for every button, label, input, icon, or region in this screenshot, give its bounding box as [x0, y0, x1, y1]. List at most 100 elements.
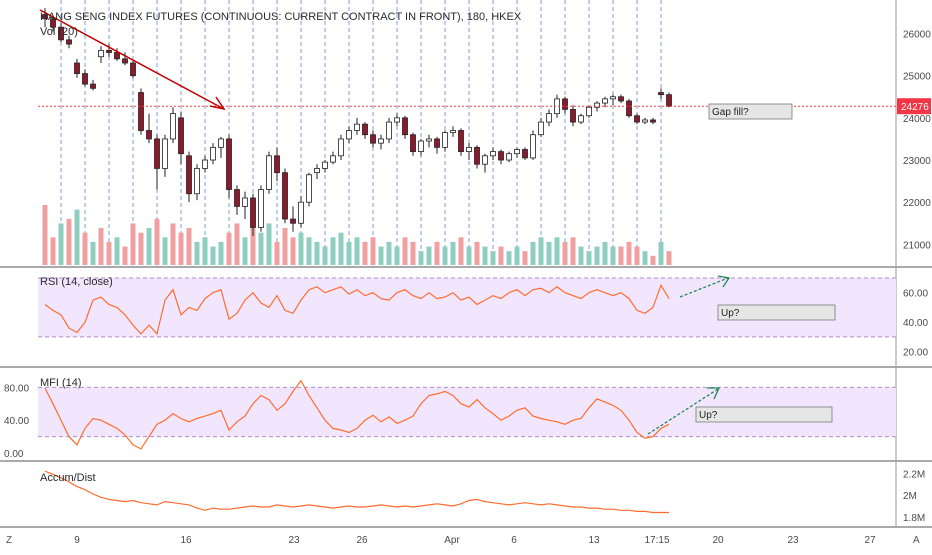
rsi-uptrend-arrow[interactable] — [679, 275, 731, 298]
candle-body — [546, 113, 552, 123]
volume-bar — [370, 237, 376, 265]
volume-bar — [410, 241, 416, 265]
candle-body — [130, 62, 136, 77]
candle-body — [602, 98, 608, 104]
candle-body — [442, 132, 448, 148]
volume-bar — [362, 241, 368, 265]
volume-bar — [602, 241, 608, 265]
gap-fill-note-box[interactable] — [708, 103, 793, 120]
volume-bar — [306, 237, 312, 265]
volume-bar — [554, 237, 560, 265]
x-tick-label: 26 — [356, 535, 368, 546]
x-tick-label: 20 — [712, 535, 724, 546]
volume-bar — [66, 218, 72, 265]
volume-bar — [226, 232, 232, 265]
volume-bar — [138, 232, 144, 265]
volume-bar — [42, 205, 48, 265]
volume-bar — [322, 246, 328, 265]
volume-bar — [506, 251, 512, 265]
candle-body — [338, 138, 344, 157]
price-tick-label: 22000 — [903, 198, 931, 209]
candle-body — [458, 130, 464, 152]
x-tick-label: 27 — [864, 535, 876, 546]
volume-bar — [170, 223, 176, 265]
candle-body — [610, 96, 616, 100]
candle-body — [186, 155, 192, 195]
candle-body — [426, 138, 432, 142]
volume-bar — [434, 241, 440, 265]
volume-bar — [426, 246, 432, 265]
volume-bar — [266, 223, 272, 265]
downtrend-arrowhead — [209, 96, 226, 111]
candle-body — [266, 155, 272, 190]
mfi-uptrend-arrow[interactable] — [647, 387, 721, 435]
volume-bar — [274, 241, 280, 265]
candle-body — [170, 113, 176, 140]
candle-body — [482, 155, 488, 165]
ad-tick-label: 2M — [903, 491, 917, 502]
volume-bar — [618, 246, 624, 265]
mfi-tick-label: 80.00 — [4, 383, 29, 394]
candle-body — [562, 98, 568, 110]
rsi-tick-label: 40.00 — [903, 318, 928, 329]
candle-body — [490, 151, 496, 157]
volume-bar — [282, 228, 288, 265]
x-tick-label: 6 — [511, 535, 517, 546]
price-tick-label: 25000 — [903, 72, 931, 83]
volume-bar — [466, 246, 472, 265]
candle-body — [330, 155, 336, 163]
rsi-line — [44, 283, 670, 336]
volume-bar — [594, 246, 600, 265]
bottom-left-label[interactable]: Z — [6, 535, 12, 546]
candle-body — [210, 146, 216, 161]
candle-body — [394, 117, 400, 123]
volume-bar — [586, 251, 592, 265]
volume-bar — [210, 246, 216, 265]
candle-body — [82, 73, 88, 85]
last-price-label: 24276 — [901, 102, 929, 113]
mfi-up-note-box[interactable] — [695, 406, 833, 423]
volume-bar — [578, 246, 584, 265]
volume-bar — [290, 237, 296, 265]
rsi-arrowhead — [717, 275, 731, 288]
downtrend-arrow[interactable] — [39, 9, 226, 111]
candle-body — [658, 92, 664, 96]
mfi-tick-label: 0.00 — [4, 449, 24, 460]
volume-bar — [298, 232, 304, 265]
bottom-right-label[interactable]: A — [913, 535, 920, 546]
candle-body — [98, 49, 104, 58]
rsi-up-note-box[interactable] — [717, 304, 836, 321]
volume-bar — [458, 237, 464, 265]
candle-body — [386, 121, 392, 140]
volume-bar — [658, 241, 664, 265]
rsi-tick-label: 20.00 — [903, 348, 928, 359]
candle-body — [498, 151, 504, 161]
volume-bar — [450, 241, 456, 265]
candle-body — [298, 201, 304, 224]
volume-bar — [178, 232, 184, 265]
candle-body — [138, 92, 144, 131]
price-tick-label: 24000 — [903, 114, 931, 125]
candle-body — [50, 18, 56, 28]
candle-body — [402, 117, 408, 136]
x-tick-label: 17:15 — [644, 535, 669, 546]
volume-bar — [202, 237, 208, 265]
volume-bar — [314, 241, 320, 265]
volume-label: Vol (20) — [40, 26, 78, 38]
candle-body — [146, 130, 152, 140]
rsi-title: RSI (14, close) — [40, 276, 113, 288]
volume-bar — [394, 246, 400, 265]
volume-bar — [234, 223, 240, 265]
ad-line — [44, 470, 669, 514]
volume-bar — [418, 251, 424, 265]
downtrend-arrow-shaft — [39, 9, 223, 109]
candle-body — [362, 123, 368, 136]
gap-fill-note-text: Gap fill? — [712, 107, 749, 118]
candle-body — [154, 138, 160, 169]
candle-body — [346, 130, 352, 140]
price-tick-label: 23000 — [903, 156, 931, 167]
ad-tick-label: 2.2M — [903, 469, 925, 480]
candle-body — [162, 138, 168, 169]
volume-bar — [114, 237, 120, 265]
